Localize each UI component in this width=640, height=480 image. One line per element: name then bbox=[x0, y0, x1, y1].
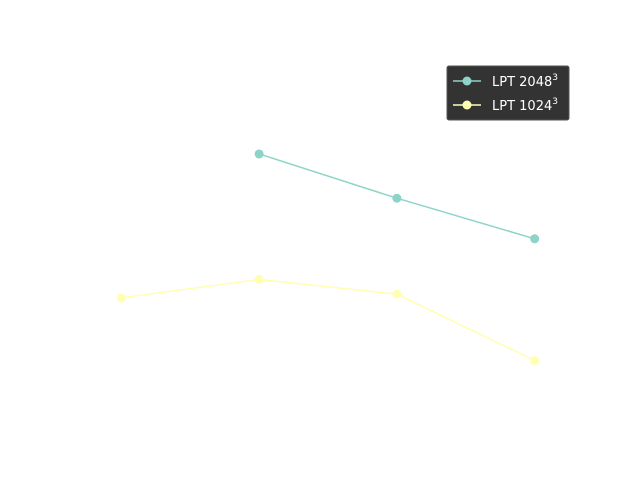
legend-marker-lpt-1024 bbox=[462, 100, 472, 110]
legend-label-lpt-1024: LPT 10243 bbox=[492, 97, 558, 114]
data-point-lpt-1024-2 bbox=[392, 289, 402, 299]
legend-entry-lpt-2048: LPT 20483 bbox=[453, 73, 558, 90]
data-point-lpt-2048-1 bbox=[392, 193, 402, 203]
legend-superscript: 3 bbox=[552, 73, 558, 83]
data-point-lpt-2048-0 bbox=[254, 149, 264, 159]
legend-superscript: 3 bbox=[552, 97, 558, 107]
legend-entry-lpt-1024: LPT 10243 bbox=[453, 97, 558, 114]
legend-box bbox=[446, 65, 570, 121]
data-point-lpt-1024-0 bbox=[116, 293, 126, 303]
data-point-lpt-1024-1 bbox=[254, 274, 264, 284]
legend-label-lpt-2048: LPT 20483 bbox=[492, 73, 558, 90]
data-point-lpt-1024-3 bbox=[530, 356, 540, 366]
data-point-lpt-2048-2 bbox=[530, 234, 540, 244]
plot-area bbox=[116, 149, 540, 366]
series-line-lpt-1024 bbox=[121, 278, 535, 362]
legend-marker-lpt-2048 bbox=[462, 76, 472, 86]
legend: LPT 20483 LPT 10243 bbox=[446, 65, 570, 121]
